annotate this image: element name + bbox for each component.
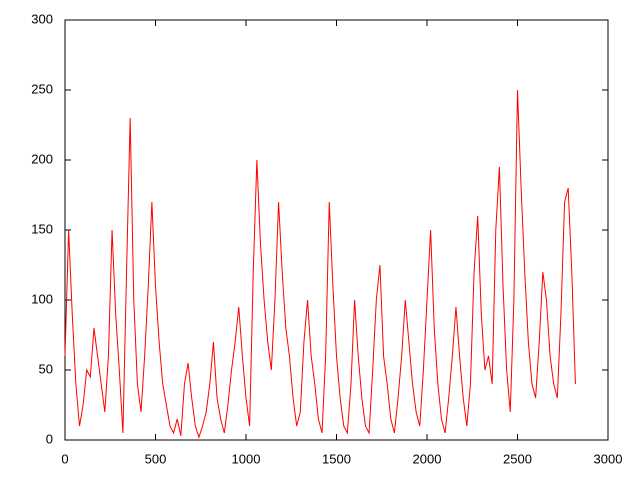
x-tick-label: 0 xyxy=(61,451,68,466)
y-tick-label: 150 xyxy=(31,221,53,236)
x-tick-label: 3000 xyxy=(594,451,623,466)
y-tick-label: 250 xyxy=(31,81,53,96)
y-tick-label: 100 xyxy=(31,291,53,306)
x-tick-label: 1500 xyxy=(322,451,351,466)
y-tick-label: 300 xyxy=(31,11,53,26)
y-tick-label: 200 xyxy=(31,151,53,166)
plot-frame xyxy=(64,19,609,441)
x-tick-label: 2500 xyxy=(503,451,532,466)
x-tick-label: 2000 xyxy=(413,451,442,466)
x-tick-label: 1000 xyxy=(232,451,261,466)
x-tick-label: 500 xyxy=(145,451,167,466)
data-line xyxy=(64,89,576,439)
y-tick-label: 0 xyxy=(46,431,53,446)
y-tick-label: 50 xyxy=(39,361,53,376)
